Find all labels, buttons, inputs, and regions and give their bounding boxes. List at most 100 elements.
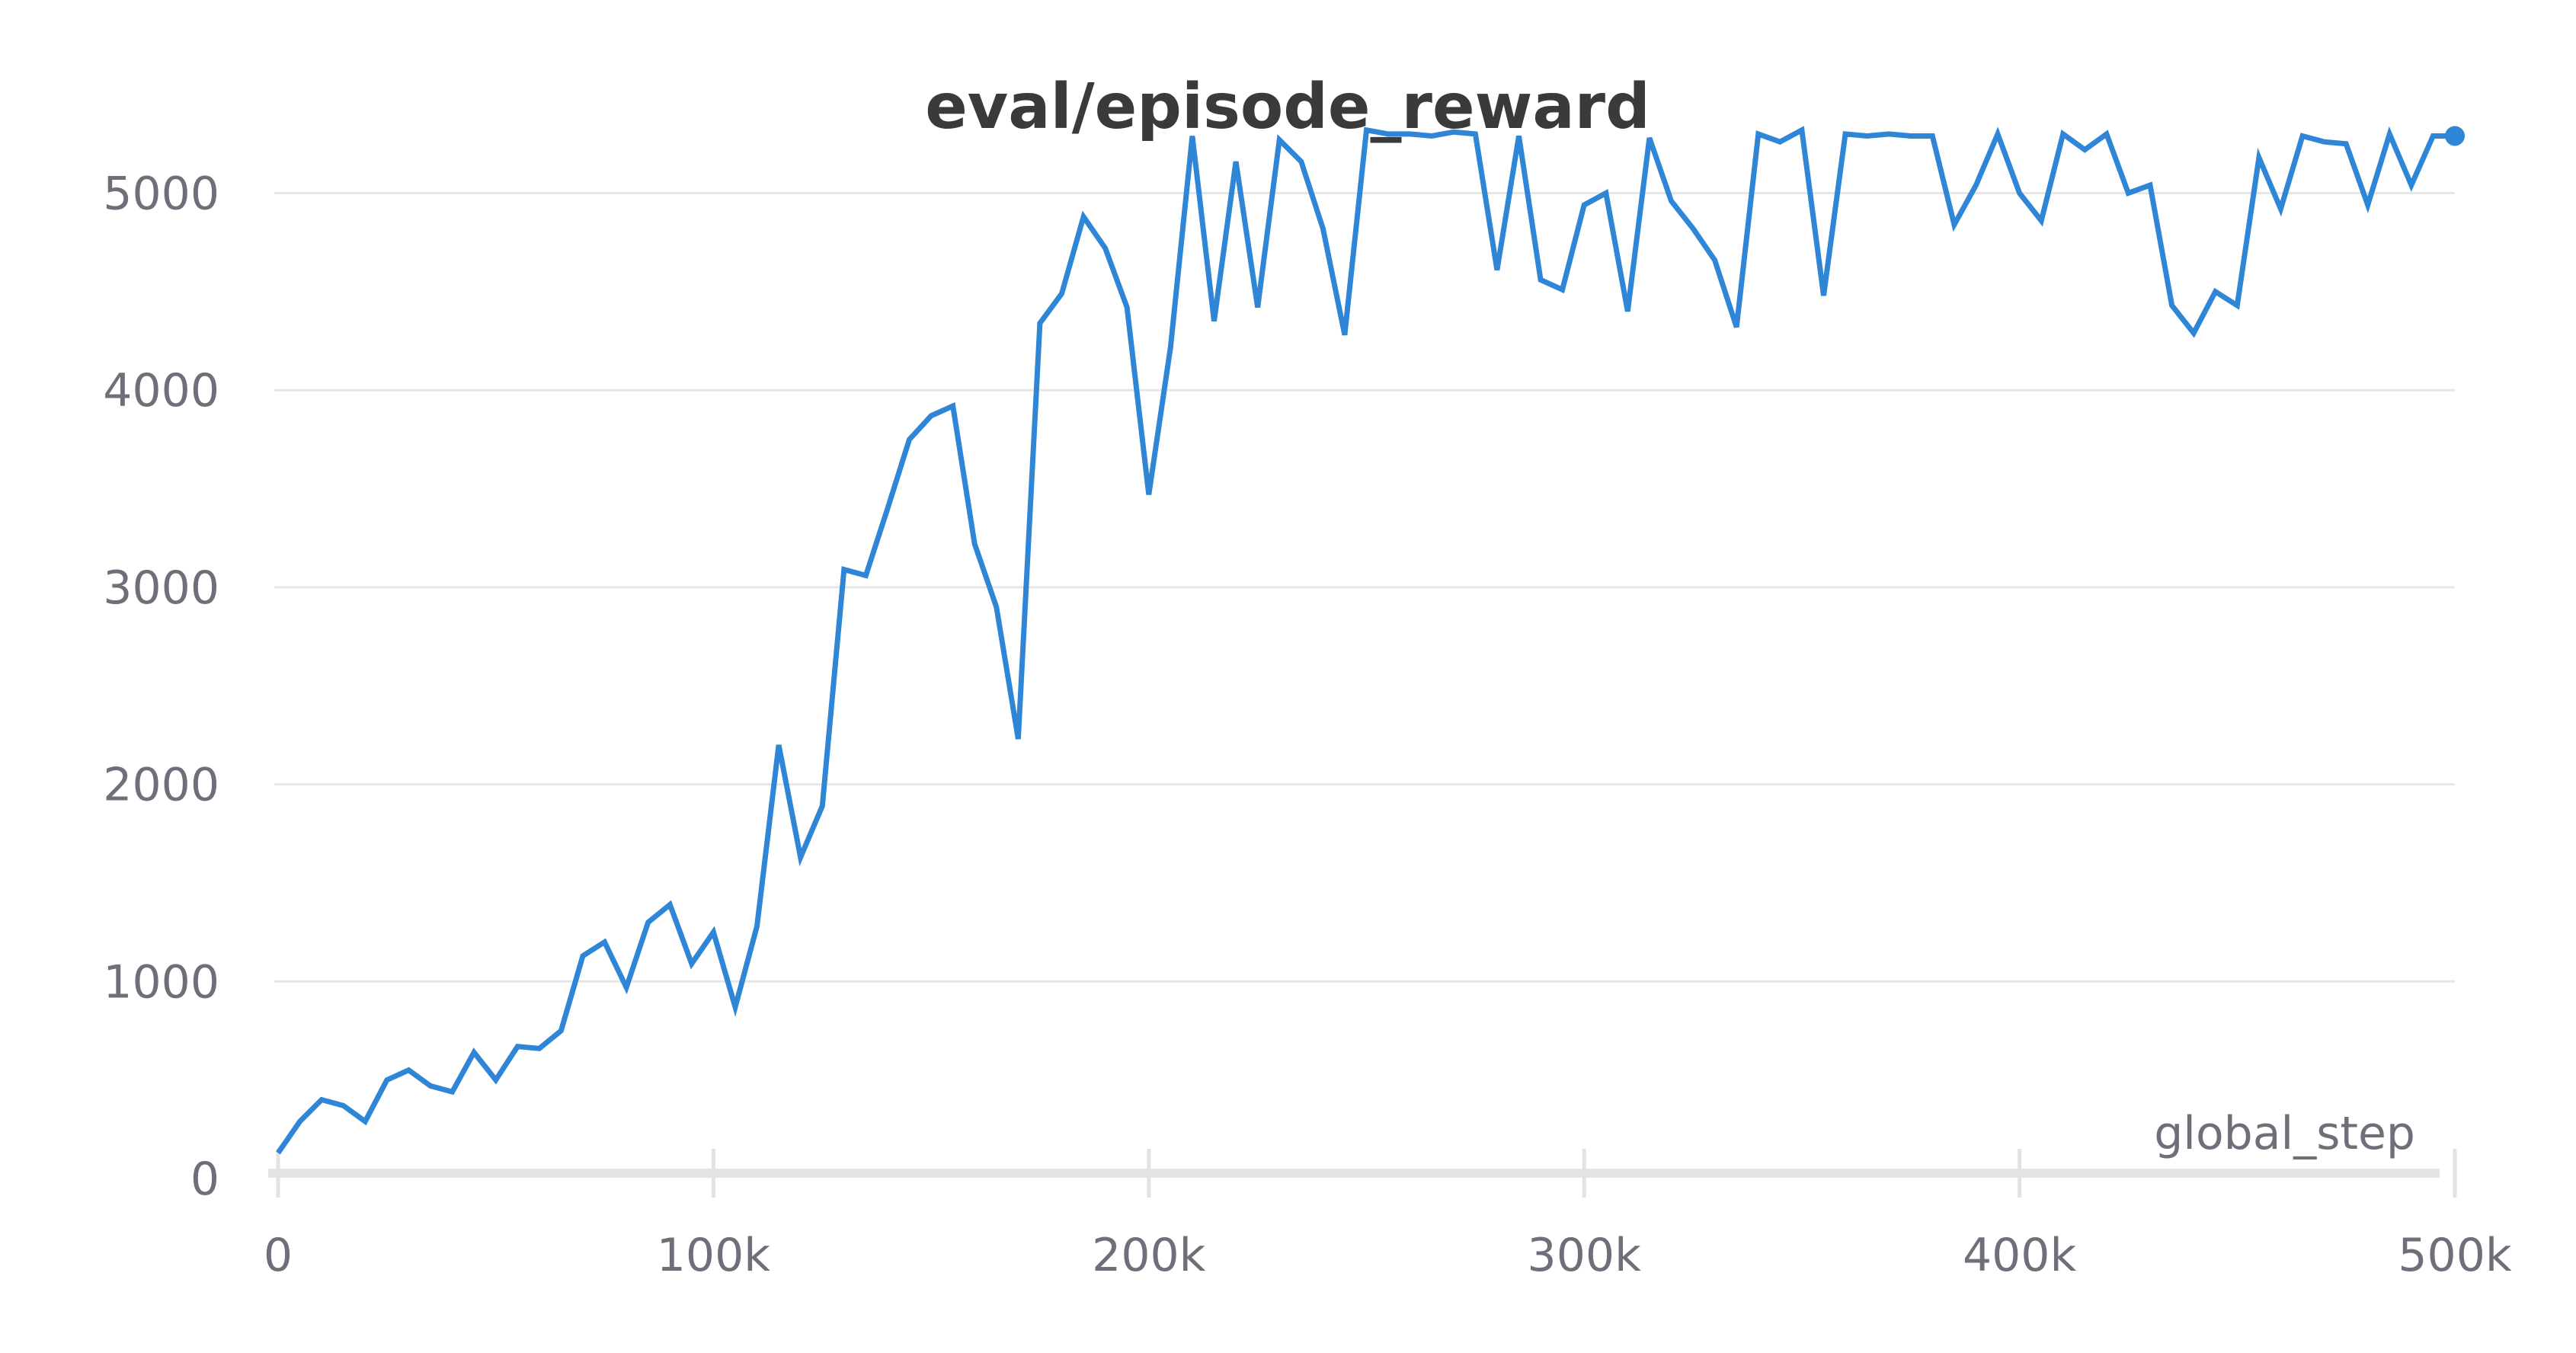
data-point[interactable] <box>1013 734 1022 744</box>
data-point[interactable] <box>2080 146 2089 155</box>
data-point[interactable] <box>1645 133 1654 142</box>
data-point[interactable] <box>2450 132 2459 141</box>
data-point[interactable] <box>1253 303 1262 312</box>
data-point[interactable] <box>1122 303 1131 312</box>
data-point[interactable] <box>1144 490 1154 499</box>
data-point[interactable] <box>687 959 696 968</box>
data-point[interactable] <box>1166 342 1175 351</box>
data-point[interactable] <box>665 900 674 909</box>
data-point[interactable] <box>992 603 1001 612</box>
data-point[interactable] <box>1362 126 1371 135</box>
data-point[interactable] <box>1732 322 1741 331</box>
data-point[interactable] <box>1928 132 1937 141</box>
data-point[interactable] <box>2189 328 2198 337</box>
data-point[interactable] <box>2015 189 2024 198</box>
data-point[interactable] <box>513 1042 522 1051</box>
data-point[interactable] <box>1275 136 1284 145</box>
data-point[interactable] <box>1775 137 1784 146</box>
data-point[interactable] <box>1558 285 1567 294</box>
data-point[interactable] <box>818 801 827 811</box>
data-point[interactable] <box>296 1117 305 1126</box>
data-point[interactable] <box>448 1087 457 1096</box>
data-point[interactable] <box>2123 189 2133 198</box>
data-point[interactable] <box>1710 255 1720 264</box>
data-point[interactable] <box>535 1044 544 1053</box>
data-point[interactable] <box>1406 130 1415 139</box>
data-point[interactable] <box>1688 224 1698 233</box>
data-point[interactable] <box>1623 307 1632 316</box>
data-point[interactable] <box>1972 181 1981 190</box>
data-point[interactable] <box>578 952 587 961</box>
series-endpoint-marker[interactable] <box>2445 126 2465 146</box>
data-point[interactable] <box>1231 157 1240 166</box>
data-point[interactable] <box>2232 301 2242 310</box>
data-point[interactable] <box>274 1148 283 1157</box>
data-point[interactable] <box>2407 181 2416 190</box>
data-point[interactable] <box>2059 130 2068 139</box>
data-point[interactable] <box>1884 130 1893 139</box>
data-point[interactable] <box>556 1026 565 1035</box>
data-point[interactable] <box>1470 130 1480 139</box>
data-point[interactable] <box>2428 132 2437 141</box>
data-point[interactable] <box>1515 132 1524 141</box>
data-point[interactable] <box>1667 197 1676 206</box>
data-point[interactable] <box>360 1117 370 1126</box>
data-point[interactable] <box>1449 127 1458 136</box>
data-point[interactable] <box>1318 224 1327 233</box>
data-point[interactable] <box>905 435 914 444</box>
data-point[interactable] <box>1340 331 1349 340</box>
data-point[interactable] <box>926 411 936 421</box>
data-point[interactable] <box>2298 132 2307 141</box>
data-point[interactable] <box>1297 157 1306 166</box>
data-point[interactable] <box>317 1096 326 1105</box>
data-point[interactable] <box>2254 153 2264 162</box>
data-point[interactable] <box>622 983 631 992</box>
data-point[interactable] <box>731 1003 740 1012</box>
data-point[interactable] <box>382 1076 392 1085</box>
data-point[interactable] <box>1819 291 1829 300</box>
data-point[interactable] <box>339 1101 348 1110</box>
data-point[interactable] <box>1188 132 1197 141</box>
data-point[interactable] <box>469 1048 478 1057</box>
data-point[interactable] <box>2276 204 2285 213</box>
data-point[interactable] <box>774 740 783 750</box>
data-point[interactable] <box>2037 216 2046 226</box>
data-point[interactable] <box>2168 301 2177 310</box>
data-point[interactable] <box>1579 200 1589 210</box>
data-point[interactable] <box>2102 130 2111 139</box>
data-point[interactable] <box>2363 200 2373 210</box>
data-point[interactable] <box>1058 289 1067 298</box>
data-point[interactable] <box>1950 220 1959 229</box>
data-point[interactable] <box>1863 132 1872 141</box>
data-point[interactable] <box>1602 189 1611 198</box>
data-point[interactable] <box>796 852 805 862</box>
data-point[interactable] <box>426 1081 435 1090</box>
data-point[interactable] <box>2385 130 2394 139</box>
data-point[interactable] <box>1079 213 1088 222</box>
data-point[interactable] <box>1841 130 1850 139</box>
data-point[interactable] <box>883 504 892 513</box>
data-point[interactable] <box>1536 275 1545 284</box>
data-point[interactable] <box>1210 317 1219 326</box>
data-point[interactable] <box>1797 126 1806 135</box>
data-point[interactable] <box>2211 287 2220 296</box>
data-point[interactable] <box>1035 318 1045 328</box>
data-point[interactable] <box>970 539 979 549</box>
data-point[interactable] <box>861 571 870 580</box>
data-point[interactable] <box>404 1066 413 1075</box>
data-point[interactable] <box>2146 181 2155 190</box>
data-point[interactable] <box>753 922 762 931</box>
data-point[interactable] <box>1427 132 1436 141</box>
data-point[interactable] <box>709 928 718 937</box>
data-point[interactable] <box>2341 139 2350 149</box>
data-point[interactable] <box>1993 130 2002 139</box>
data-point[interactable] <box>600 938 610 947</box>
data-point[interactable] <box>1906 132 1915 141</box>
data-point[interactable] <box>840 565 849 574</box>
data-point[interactable] <box>1754 130 1763 139</box>
data-point[interactable] <box>644 918 653 927</box>
data-point[interactable] <box>949 401 958 411</box>
data-point[interactable] <box>2320 137 2329 146</box>
data-point[interactable] <box>1384 130 1393 139</box>
data-point[interactable] <box>491 1076 501 1085</box>
